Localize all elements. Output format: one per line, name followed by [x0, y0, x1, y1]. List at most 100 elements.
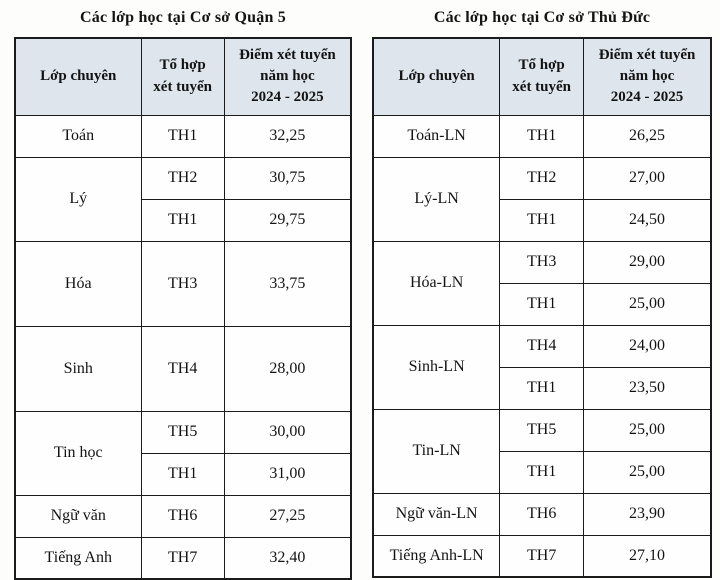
combo-cell: TH7: [140, 536, 225, 580]
combo-cell: TH1: [140, 114, 225, 158]
column-header-line: 2024 - 2025: [610, 89, 684, 106]
table-row: Sinh TH4 28,00: [14, 325, 352, 412]
column-header-line: Tổ hợp: [518, 57, 565, 74]
score-cell: 23,90: [583, 492, 712, 536]
table-row: Tin-LN TH5 25,00: [372, 408, 712, 494]
table-row: Tin học TH5 30,00: [14, 410, 352, 496]
table-row: TH1 25,00: [373, 282, 712, 326]
score-cell: 25,00: [583, 450, 712, 494]
score-cell: 23,50: [583, 366, 712, 410]
combo-cell: TH3: [499, 240, 585, 284]
class-name-cell: Tin học: [14, 410, 142, 496]
column-header-line: Điểm xét tuyển: [239, 46, 336, 63]
score-cell: 27,00: [583, 156, 712, 200]
column-header-line: Lớp chuyên: [40, 68, 117, 85]
combo-cell: TH2: [140, 156, 225, 200]
column-header: Tổ hợp xét tuyển: [499, 37, 585, 116]
class-name-cell: Toán-LN: [372, 114, 501, 158]
score-cell: 30,00: [223, 410, 352, 454]
score-cell: 29,00: [583, 240, 712, 284]
column-header-line: xét tuyển: [153, 78, 213, 95]
table-row: Hóa TH3 33,75: [14, 240, 352, 327]
table-row: Toán-LN TH1 26,25: [372, 114, 712, 158]
table-body-quan5: Toán TH1 32,25 Lý TH2 30,75 TH1 29,75 Hóa TH3 33,7…: [14, 114, 352, 580]
table-row: Ngữ văn TH6 27,25: [14, 494, 352, 538]
column-header: Điểm xét tuyển năm học 2024 - 2025: [223, 37, 352, 116]
table-row: Ngữ văn-LN TH6 23,90: [372, 492, 712, 536]
class-name-cell: Toán: [14, 114, 142, 158]
score-cell: 29,75: [223, 198, 352, 242]
score-cell: 25,00: [583, 282, 712, 326]
combo-cell: TH2: [499, 156, 585, 200]
header-row: Lớp chuyên Tổ hợp xét tuyển Điểm xét tuyển n…: [14, 37, 352, 116]
combo-cell: TH3: [140, 240, 225, 327]
column-header-line: Tổ hợp: [159, 57, 206, 74]
table-row: TH1 31,00: [15, 452, 352, 496]
score-cell: 24,50: [583, 198, 712, 242]
table-row: Tiếng Anh-LN TH7 27,10: [372, 534, 712, 578]
table-title-quan5: Các lớp học tại Cơ sở Quận 5: [80, 9, 286, 26]
combo-cell: TH4: [140, 325, 225, 412]
combo-cell: TH1: [499, 450, 585, 494]
combo-cell: TH1: [140, 198, 225, 242]
score-cell: 32,40: [223, 536, 352, 580]
class-name-cell: Ngữ văn-LN: [372, 492, 501, 536]
class-name-cell: Ngữ văn: [14, 494, 142, 538]
table-header-thuduc: Lớp chuyên Tổ hợp xét tuyển Điểm xét tuyển n…: [372, 37, 712, 116]
combo-cell: TH7: [499, 534, 585, 578]
column-header-line: 2024 - 2025: [251, 89, 324, 106]
column-header: Tổ hợp xét tuyển: [140, 37, 225, 116]
score-cell: 28,00: [223, 325, 352, 412]
score-cell: 31,00: [223, 452, 352, 496]
combo-cell: TH1: [499, 114, 585, 158]
class-name-cell: Lý: [14, 156, 142, 242]
score-cell: 32,25: [223, 114, 352, 158]
table-row: Toán TH1 32,25: [14, 114, 352, 158]
table-row: Tiếng Anh TH7 32,40: [14, 536, 352, 580]
table-title-thuduc: Các lớp học tại Cơ sở Thủ Đức: [433, 9, 651, 26]
score-cell: 25,00: [583, 408, 712, 452]
table-row: TH1 29,75: [15, 198, 352, 242]
combo-cell: TH4: [499, 324, 585, 368]
combo-cell: TH1: [499, 366, 585, 410]
table-row: TH1 24,50: [373, 198, 712, 242]
table-header-quan5: Lớp chuyên Tổ hợp xét tuyển Điểm xét tuyển n…: [14, 37, 352, 116]
class-name-cell: Tiếng Anh: [14, 536, 142, 580]
combo-cell: TH6: [499, 492, 585, 536]
column-header-line: năm học: [619, 68, 675, 85]
scanned-document-page: Các lớp học tại Cơ sở Quận 5 Lớp chuyên T…: [14, 6, 712, 580]
table-row: TH1 23,50: [373, 366, 712, 410]
table-row: TH1 25,00: [373, 450, 712, 494]
combo-cell: TH1: [140, 452, 225, 496]
admission-score-table-thuduc: Lớp chuyên Tổ hợp xét tuyển Điểm xét tuyển n…: [372, 37, 712, 578]
column-header: Lớp chuyên: [14, 37, 142, 116]
combo-cell: TH5: [499, 408, 585, 452]
column-header: Điểm xét tuyển năm học 2024 - 2025: [583, 37, 712, 116]
class-name-cell: Hóa-LN: [372, 240, 501, 326]
header-row: Lớp chuyên Tổ hợp xét tuyển Điểm xét tuyển n…: [372, 37, 712, 116]
score-cell: 27,10: [583, 534, 712, 578]
combo-cell: TH6: [140, 494, 225, 538]
class-name-cell: Sinh: [14, 325, 142, 412]
table-row: Hóa-LN TH3 29,00: [372, 240, 712, 326]
table-row: Sinh-LN TH4 24,00: [372, 324, 712, 410]
combo-cell: TH1: [499, 198, 585, 242]
score-cell: 24,00: [583, 324, 712, 368]
score-cell: 26,25: [583, 114, 712, 158]
score-cell: 27,25: [223, 494, 352, 538]
class-name-cell: Lý-LN: [372, 156, 501, 242]
class-name-cell: Hóa: [14, 240, 142, 327]
table-body-thuduc: Toán-LN TH1 26,25 Lý-LN TH2 27,00 TH1 24,50 Hóa-…: [372, 114, 712, 578]
table-section-thuduc: Các lớp học tại Cơ sở Thủ Đức Lớp chuyên…: [372, 6, 712, 578]
combo-cell: TH1: [499, 282, 585, 326]
column-header-line: Điểm xét tuyển: [598, 46, 696, 63]
combo-cell: TH5: [140, 410, 225, 454]
class-name-cell: Tin-LN: [372, 408, 501, 494]
table-row: Lý TH2 30,75: [14, 156, 352, 242]
column-header-line: Lớp chuyên: [398, 68, 475, 85]
class-name-cell: Tiếng Anh-LN: [372, 534, 501, 578]
column-header-line: xét tuyển: [512, 78, 572, 95]
column-header: Lớp chuyên: [372, 37, 501, 116]
table-section-quan5: Các lớp học tại Cơ sở Quận 5 Lớp chuyên T…: [14, 6, 352, 580]
admission-score-table-quan5: Lớp chuyên Tổ hợp xét tuyển Điểm xét tuyển n…: [14, 37, 352, 580]
